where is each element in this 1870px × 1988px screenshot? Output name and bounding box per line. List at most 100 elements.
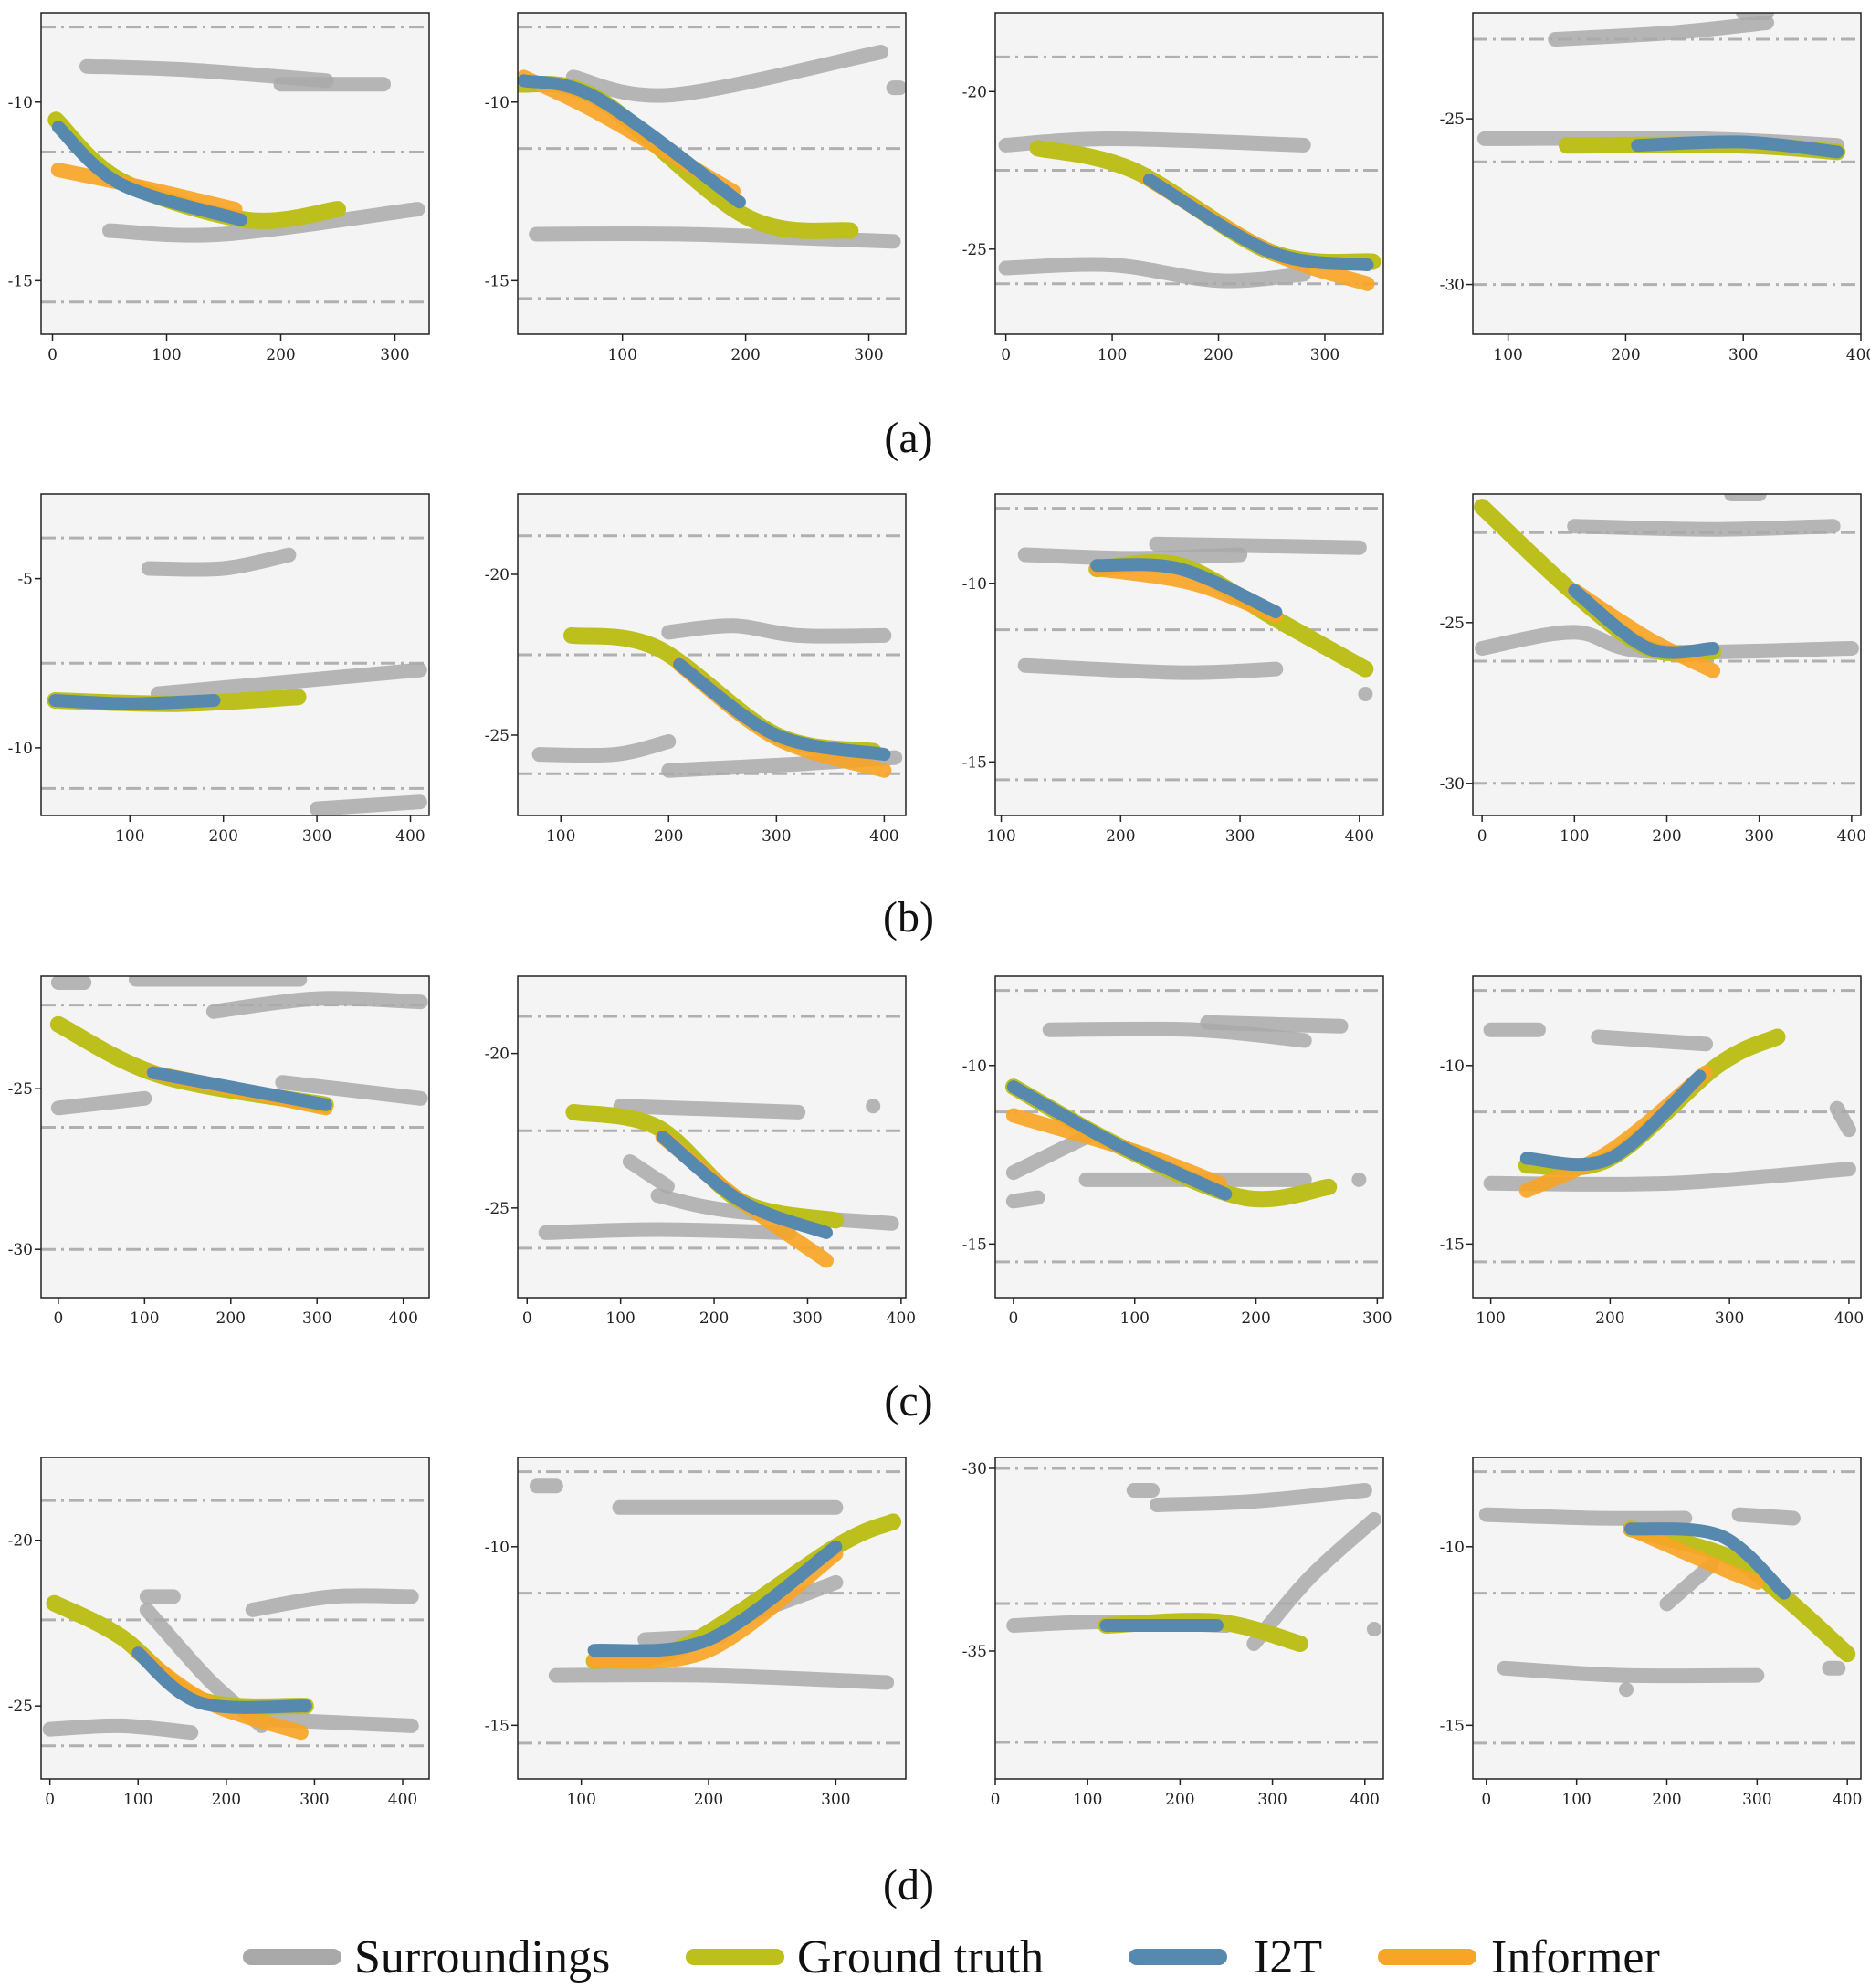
x-tick-label: 100 (1561, 1791, 1591, 1809)
x-tick-label: 200 (1241, 1310, 1270, 1328)
panel-8: 0 100 200 300 400 -25 -30 (1440, 493, 1866, 846)
x-tick-label: 0 (991, 1791, 1001, 1809)
plot-frame (1472, 975, 1862, 1299)
i2t-trajectory (1568, 584, 1720, 659)
x-tick-label: 400 (1837, 827, 1866, 846)
i2t-trajectory (1006, 1080, 1233, 1201)
panel-1: 0 100 200 300 -10 -15 (8, 12, 430, 364)
panels: 0 100 200 300 -10 -15 100 200 300 -10 -15 0 100 200 30… (8, 12, 1870, 1809)
panel-9: 0 100 200 300 400 -25 -30 (8, 975, 430, 1328)
y-tick-label: -15 (1440, 1717, 1465, 1735)
y-tick-label: -25 (1440, 615, 1465, 633)
x-tick-label: 400 (388, 1310, 417, 1328)
x-tick-label: 400 (1833, 1791, 1862, 1809)
y-tick-label: -25 (8, 1698, 33, 1716)
plot-frame (517, 493, 907, 816)
plot-frame (994, 975, 1384, 1299)
x-tick-label: 200 (1611, 346, 1640, 364)
informer-trajectory (1623, 1521, 1765, 1590)
x-tick-label: 200 (266, 346, 295, 364)
surrounding-trajectory (1042, 1021, 1312, 1048)
i2t-trajectory (1624, 1522, 1791, 1600)
x-tick-label: 300 (1728, 346, 1758, 364)
x-tick-label: 0 (45, 1791, 55, 1809)
x-tick-label: 300 (1744, 827, 1773, 846)
plot-frame (517, 12, 907, 335)
y-tick-label: -20 (8, 1532, 33, 1551)
surrounding-trajectory (650, 1188, 899, 1231)
x-tick-label: 400 (1345, 827, 1374, 846)
plot-frame (40, 493, 430, 816)
i2t-trajectory (131, 1646, 312, 1714)
row-label-d: (d) (883, 1861, 934, 1909)
plot-frame (517, 1457, 907, 1780)
x-tick-label: 300 (821, 1791, 850, 1809)
surrounding-trajectory (1150, 1483, 1372, 1512)
x-tick-label: 300 (793, 1310, 822, 1328)
y-tick-label: -10 (8, 740, 33, 758)
x-tick-label: 200 (1652, 1791, 1681, 1809)
surrounding-trajectory (310, 794, 427, 815)
x-tick-label: 200 (208, 827, 237, 846)
surrounding-trajectory (565, 45, 888, 103)
panel-15: 0 100 200 300 400 -30 -35 (962, 1457, 1384, 1809)
y-tick-label: -10 (8, 94, 33, 112)
x-tick-label: 300 (762, 827, 791, 846)
y-tick-label: -10 (485, 1539, 510, 1557)
x-tick-label: 0 (1009, 1310, 1019, 1328)
x-tick-label: 100 (152, 346, 181, 364)
surrounding-trajectory (141, 547, 297, 577)
x-tick-label: 0 (47, 346, 58, 364)
surrounding-trajectory (1548, 15, 1774, 47)
row-labels: (a) (b) (c) (d) (883, 414, 934, 1909)
y-tick-label: -25 (485, 727, 510, 745)
x-tick-label: 0 (1481, 1791, 1491, 1809)
x-tick-label: 400 (395, 827, 425, 846)
y-tick-label: -10 (1440, 1539, 1465, 1557)
surrounding-trajectory (151, 662, 427, 701)
x-tick-label: 300 (854, 346, 883, 364)
x-tick-label: 300 (302, 827, 331, 846)
surrounding-trajectory (245, 1588, 419, 1617)
y-tick-label: -20 (485, 1046, 510, 1064)
x-tick-label: 200 (1595, 1310, 1624, 1328)
x-tick-label: 200 (1165, 1791, 1194, 1809)
plot-area (1473, 13, 1861, 334)
x-tick-label: 400 (388, 1791, 417, 1809)
row-label-c: (c) (884, 1377, 932, 1425)
plot-area (518, 976, 906, 1298)
x-tick-label: 100 (130, 1310, 159, 1328)
x-tick-label: 100 (1493, 346, 1522, 364)
y-tick-label: -25 (1440, 110, 1465, 129)
surrounding-trajectory (1567, 519, 1841, 537)
row-label-a: (a) (884, 414, 932, 462)
x-tick-label: 200 (1203, 346, 1233, 364)
x-tick-label: 300 (380, 346, 409, 364)
x-tick-label: 200 (699, 1310, 729, 1328)
x-tick-label: 100 (607, 346, 636, 364)
i2t-trajectory (146, 1066, 332, 1111)
surrounding-trajectory (50, 1090, 152, 1116)
surrounding-trajectory (205, 991, 428, 1019)
y-tick-label: -20 (962, 83, 987, 101)
panel-14: 100 200 300 -10 -15 (485, 1457, 907, 1809)
surrounding-trajectory (998, 257, 1311, 289)
surrounding-trajectory (538, 1222, 796, 1240)
y-tick-label: -30 (8, 1241, 33, 1259)
y-tick-label: -20 (485, 566, 510, 584)
x-tick-label: 300 (1257, 1791, 1287, 1809)
x-tick-label: 200 (654, 827, 683, 846)
x-tick-label: 200 (216, 1310, 246, 1328)
i2t-trajectory (673, 657, 891, 762)
legend-label-ground-truth: Ground truth (797, 1931, 1044, 1983)
x-tick-label: 100 (115, 827, 144, 846)
surrounding-trajectory (1731, 1507, 1801, 1526)
plot-frame (994, 12, 1384, 335)
x-tick-label: 100 (986, 827, 1015, 846)
plot-frame (40, 12, 430, 335)
x-tick-label: 100 (605, 1310, 635, 1328)
surrounding-trajectory (42, 1718, 199, 1741)
y-tick-label: -25 (8, 1080, 33, 1099)
row-label-b: (b) (883, 893, 934, 941)
